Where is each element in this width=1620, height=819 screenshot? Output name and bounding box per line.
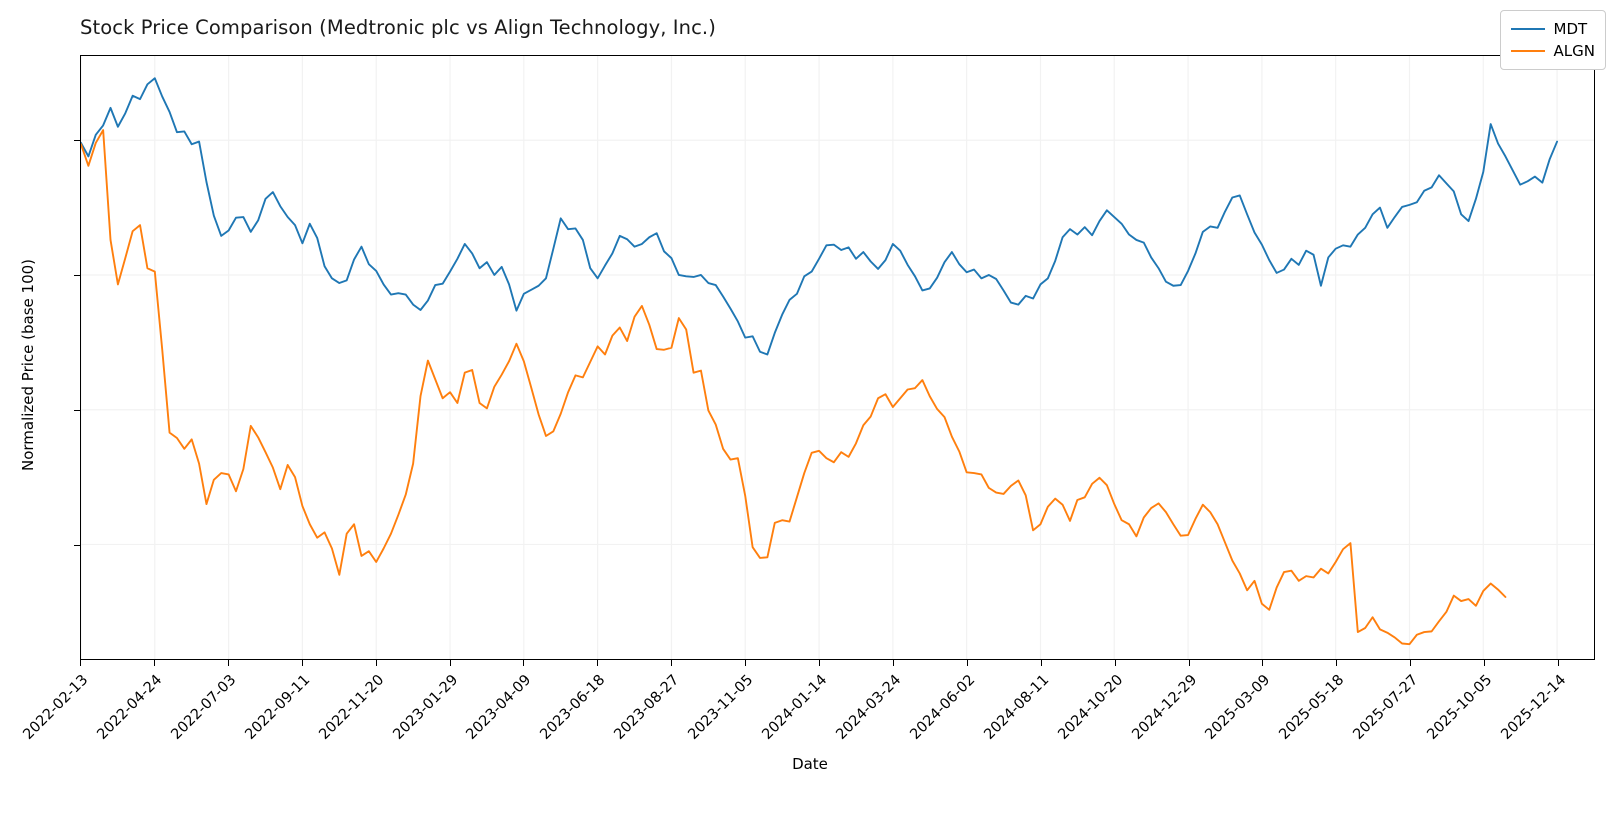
y-tick-mark — [74, 139, 80, 141]
x-tick-label: 2023-11-05 — [685, 672, 757, 743]
x-tick-label: 2023-04-09 — [463, 672, 535, 743]
x-tick-label: 2022-04-24 — [94, 672, 166, 743]
x-tick-label: 2024-03-24 — [833, 672, 905, 743]
x-tick-label: 2023-06-18 — [537, 672, 609, 743]
x-tick-mark — [819, 660, 821, 666]
legend-label: ALGN — [1553, 42, 1595, 60]
x-tick-label: 2024-06-02 — [907, 672, 979, 743]
x-tick-mark — [227, 660, 229, 666]
x-tick-label: 2025-05-18 — [1276, 672, 1348, 743]
x-axis-label: Date — [792, 755, 828, 773]
x-tick-label: 2025-03-09 — [1202, 672, 1274, 743]
x-tick-mark — [301, 660, 303, 666]
x-tick-mark — [153, 660, 155, 666]
x-tick-label: 2024-12-29 — [1128, 672, 1200, 743]
y-tick-mark — [74, 409, 80, 411]
x-tick-mark — [1040, 660, 1042, 666]
legend-swatch-algn — [1510, 49, 1545, 53]
x-tick-label: 2022-09-11 — [242, 672, 314, 743]
chart-title: Stock Price Comparison (Medtronic plc vs… — [80, 16, 716, 39]
y-tick-mark — [74, 274, 80, 276]
legend-label: MDT — [1553, 20, 1588, 38]
series-line-algn — [81, 129, 1507, 646]
legend-item-algn[interactable]: ALGN — [1510, 40, 1595, 62]
x-tick-mark — [1336, 660, 1338, 666]
series-line-mdt — [81, 77, 1559, 356]
x-tick-mark — [597, 660, 599, 666]
x-tick-label: 2024-01-14 — [759, 672, 831, 743]
data-series-layer — [81, 77, 1559, 646]
x-tick-mark — [1484, 660, 1486, 666]
x-tick-label: 2022-07-03 — [168, 672, 240, 743]
x-tick-mark — [375, 660, 377, 666]
x-tick-label: 2022-11-20 — [315, 672, 387, 743]
chart-legend: MDT ALGN — [1499, 10, 1606, 70]
gridlines — [81, 56, 1594, 659]
x-tick-mark — [671, 660, 673, 666]
x-tick-label: 2025-07-27 — [1350, 672, 1422, 743]
x-tick-mark — [1114, 660, 1116, 666]
x-tick-mark — [523, 660, 525, 666]
x-tick-mark — [449, 660, 451, 666]
plot-area — [80, 55, 1595, 660]
legend-swatch-mdt — [1510, 27, 1545, 31]
x-tick-mark — [1262, 660, 1264, 666]
y-axis-label: Normalized Price (base 100) — [19, 258, 37, 472]
x-tick-mark — [745, 660, 747, 666]
x-tick-mark — [1188, 660, 1190, 666]
x-tick-label: 2025-10-05 — [1424, 672, 1496, 743]
legend-item-mdt[interactable]: MDT — [1510, 18, 1595, 40]
x-tick-mark — [892, 660, 894, 666]
x-tick-mark — [966, 660, 968, 666]
x-tick-label: 2025-12-14 — [1498, 672, 1570, 743]
x-tick-label: 2024-10-20 — [1054, 672, 1126, 743]
x-tick-mark — [1410, 660, 1412, 666]
x-tick-mark — [80, 660, 82, 666]
y-tick-mark — [74, 545, 80, 547]
x-tick-label: 2023-01-29 — [389, 672, 461, 743]
x-tick-label: 2022-02-13 — [20, 672, 92, 743]
x-tick-mark — [1558, 660, 1560, 666]
x-tick-label: 2023-08-27 — [611, 672, 683, 743]
x-tick-label: 2024-08-11 — [981, 672, 1053, 743]
